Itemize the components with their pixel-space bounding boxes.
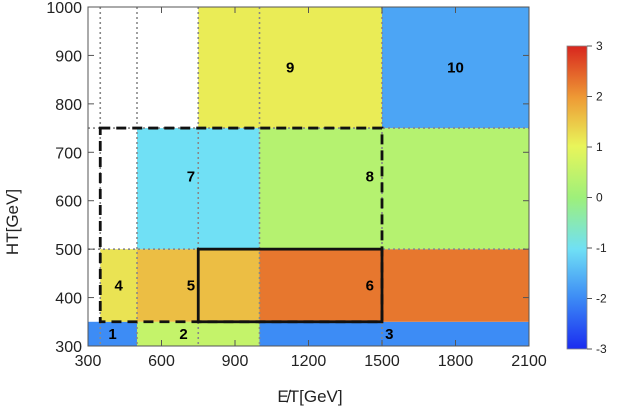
- bin-boundaries: [88, 7, 529, 346]
- bin-label: 3: [385, 326, 393, 343]
- colorbar-tick-label: 1: [596, 140, 603, 154]
- colorbar-tick-label: -2: [596, 292, 607, 306]
- heatmap-cell: [100, 249, 137, 322]
- bin-label: 8: [366, 169, 374, 186]
- x-tick-label: 1200: [291, 353, 327, 370]
- y-tick-label: 400: [55, 291, 82, 308]
- x-tick-label: 900: [222, 353, 249, 370]
- bin-labels: 1 2 3 4 5 6 7 8 9 10: [108, 60, 464, 343]
- colorbar: 3 2 1 0 -1 -2 -3: [566, 39, 607, 356]
- colorbar-tick-label: -3: [596, 342, 607, 356]
- bin-label: 10: [447, 60, 464, 77]
- x-tick-label: 600: [148, 353, 175, 370]
- heatmap-cell: [88, 321, 137, 346]
- y-tick-label: 600: [55, 194, 82, 211]
- colorbar-tick-label: 2: [596, 90, 603, 104]
- bin-label: 9: [286, 60, 294, 77]
- x-axis-label: E̸T[GeV]: [277, 387, 342, 406]
- y-axis-label: HT[GeV]: [3, 189, 22, 255]
- heatmap-cell: [259, 128, 529, 250]
- plot-axes: 300 600 900 1200 1500 1800 2100300400500600700…: [46, 0, 546, 370]
- y-tick-label: 500: [55, 242, 82, 259]
- bin-label: 5: [187, 277, 195, 294]
- heatmap-cell: [382, 7, 529, 129]
- y-tick-label: 700: [55, 145, 82, 162]
- x-tick-label: 1500: [364, 353, 400, 370]
- colorbar-gradient: [566, 45, 588, 350]
- bin-label: 4: [114, 277, 123, 294]
- solid-signal-region: [196, 247, 384, 324]
- bin-label: 7: [187, 169, 195, 186]
- y-tick-label: 900: [55, 48, 82, 65]
- heatmap-cell: [259, 249, 529, 322]
- heatmap-cell: [198, 7, 382, 129]
- y-tick-label: 800: [55, 97, 82, 114]
- x-tick-label: 1800: [438, 353, 474, 370]
- heatmap-cells: [88, 7, 529, 346]
- bin-label: 2: [179, 326, 187, 343]
- bin-label: 1: [108, 326, 116, 343]
- colorbar-tick-label: 3: [596, 39, 603, 53]
- x-tick-label: 2100: [511, 353, 547, 370]
- colorbar-tick-label: -1: [596, 241, 607, 255]
- y-tick-label: 300: [55, 339, 82, 356]
- x-tick-label: 300: [75, 353, 102, 370]
- y-tick-label: 1000: [46, 0, 82, 17]
- colorbar-tick-label: 0: [596, 191, 603, 205]
- heatmap-cell: [259, 321, 529, 346]
- bin-label: 6: [366, 277, 374, 294]
